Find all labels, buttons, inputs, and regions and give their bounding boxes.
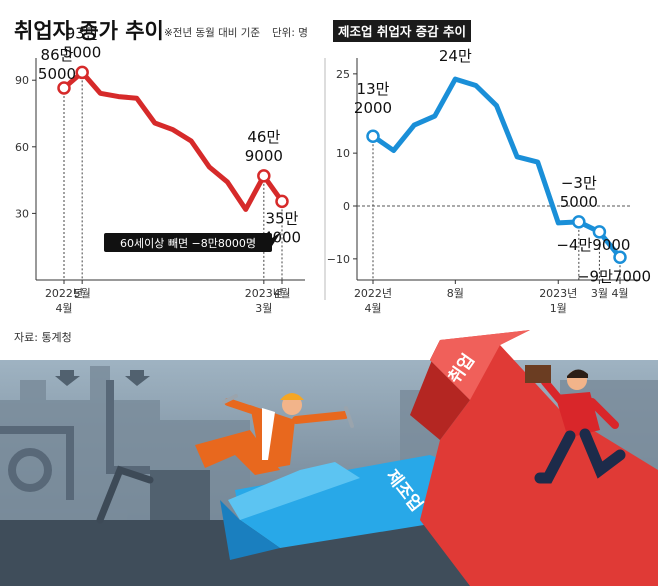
data-label: 35만 — [266, 209, 299, 227]
x-tick-label: 8월 — [447, 287, 464, 300]
data-label: −3만 — [561, 174, 597, 192]
data-point — [275, 194, 289, 209]
data-label: 86만 — [41, 46, 74, 64]
baseline-note: ※전년 동월 대비 기준 — [164, 27, 260, 39]
y-tick-label: 0 — [343, 200, 350, 213]
x-tick-label: 5월 — [74, 287, 91, 300]
data-label: 93만 — [66, 24, 99, 42]
x-tick-label: 2023년 — [539, 287, 577, 300]
falling-worker-figure — [195, 393, 354, 475]
series-line — [370, 76, 623, 260]
data-label: 5000 — [38, 65, 76, 83]
x-tick-label: 4월 — [364, 302, 381, 315]
x-tick-label: 2022년 — [45, 287, 83, 300]
data-label: 5000 — [63, 43, 101, 61]
y-tick-label: 90 — [15, 74, 29, 87]
data-point — [57, 81, 71, 95]
x-tick-label: 2022년 — [354, 287, 392, 300]
data-point — [613, 250, 627, 265]
right-chart-title-box — [333, 20, 471, 42]
data-label: 2000 — [354, 99, 392, 117]
data-label: 24만 — [439, 47, 472, 65]
data-point — [572, 215, 586, 229]
data-label: 9000 — [245, 147, 283, 165]
data-label: 46만 — [247, 128, 280, 146]
data-label: 5000 — [560, 193, 598, 211]
x-tick-label: 4월 — [611, 287, 628, 300]
source-label: 자료: 통계청 — [14, 331, 72, 344]
y-tick-label: 25 — [336, 68, 350, 81]
y-tick-label: 30 — [15, 207, 29, 220]
x-tick-label: 3월 — [591, 287, 608, 300]
data-label: 13만 — [357, 80, 390, 98]
x-tick-label: 4월 — [273, 287, 290, 300]
callout-text: 60세이상 빼면 −8만8000명 — [120, 237, 256, 250]
y-tick-label: −10 — [327, 253, 350, 266]
right-chart-title: 제조업 취업자 증감 추이 — [338, 24, 466, 39]
callout-box: 60세이상 빼면 −8만8000명 — [104, 232, 281, 252]
data-point — [592, 225, 607, 239]
factory-illustration: 제조업 취업 — [0, 330, 658, 586]
data-point — [75, 65, 89, 80]
x-tick-label: 4월 — [55, 302, 72, 315]
series-line — [61, 69, 285, 212]
page-title: 취업자 증가 추이 — [14, 19, 164, 43]
x-tick-label: 1월 — [550, 302, 567, 315]
y-tick-label: 60 — [15, 141, 29, 154]
data-point — [257, 169, 271, 183]
running-businessman-figure — [525, 365, 626, 484]
unit-label: 단위: 명 — [272, 26, 308, 39]
data-label: −4만9000 — [556, 236, 630, 254]
data-label: −9만7000 — [577, 267, 651, 285]
x-tick-label: 3월 — [255, 302, 272, 315]
x-tick-label: 2023년 — [245, 287, 283, 300]
data-point — [366, 129, 380, 143]
blue-arrow: 제조업 — [220, 455, 475, 560]
y-tick-label: 10 — [336, 147, 350, 160]
red-arrow: 취업 — [410, 330, 658, 586]
